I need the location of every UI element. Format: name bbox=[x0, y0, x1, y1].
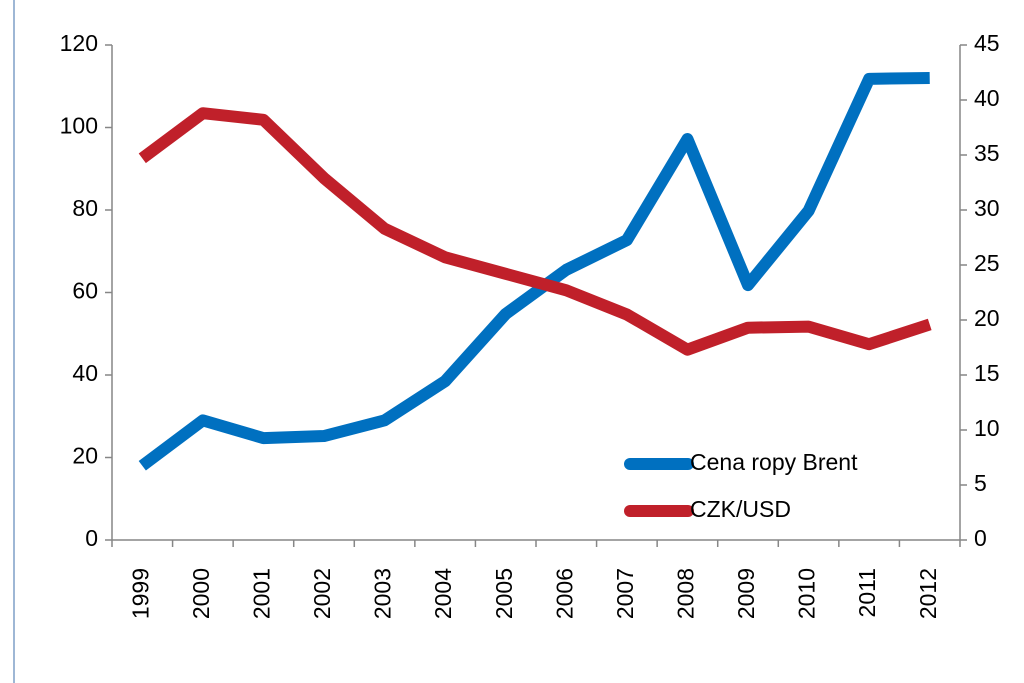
x-tick-label: 2002 bbox=[309, 568, 335, 619]
y2-tick-label: 15 bbox=[974, 360, 1000, 386]
y-tick-label: 100 bbox=[60, 113, 98, 139]
x-tick-label: 2005 bbox=[491, 568, 517, 619]
y-tick-label: 0 bbox=[85, 525, 98, 551]
y2-tick-label: 20 bbox=[974, 305, 1000, 331]
y2-tick-label: 30 bbox=[974, 195, 1000, 221]
x-tick-label: 1999 bbox=[127, 568, 153, 619]
x-tick-label: 2012 bbox=[915, 568, 941, 619]
x-tick-label: 2008 bbox=[673, 568, 699, 619]
y2-tick-label: 45 bbox=[974, 30, 1000, 56]
x-tick-label: 2000 bbox=[188, 568, 214, 619]
y2-tick-label: 5 bbox=[974, 470, 987, 496]
y2-tick-label: 35 bbox=[974, 140, 1000, 166]
x-tick-label: 2009 bbox=[733, 568, 759, 619]
series-line bbox=[138, 72, 930, 471]
y2-tick-label: 40 bbox=[974, 85, 1000, 111]
y2-tick-label: 10 bbox=[974, 415, 1000, 441]
x-tick-label: 2011 bbox=[854, 568, 880, 617]
chart-frame bbox=[13, 0, 15, 683]
y2-tick-label: 25 bbox=[974, 250, 1000, 276]
y2-tick-label: 0 bbox=[974, 525, 987, 551]
y-tick-label: 120 bbox=[60, 30, 98, 56]
y-tick-label: 40 bbox=[72, 360, 98, 386]
x-tick-label: 2003 bbox=[370, 568, 396, 619]
y-tick-label: 60 bbox=[72, 278, 98, 304]
y-tick-label: 20 bbox=[72, 443, 98, 469]
x-tick-label: 2007 bbox=[612, 568, 638, 619]
legend-label: CZK/USD bbox=[690, 496, 791, 522]
legend-label: Cena ropy Brent bbox=[690, 449, 858, 475]
x-tick-label: 2001 bbox=[249, 568, 275, 619]
x-tick-label: 2004 bbox=[430, 568, 456, 619]
x-tick-label: 2006 bbox=[551, 568, 577, 619]
y-tick-label: 80 bbox=[72, 195, 98, 221]
series-line bbox=[138, 107, 932, 356]
x-tick-label: 2010 bbox=[794, 568, 820, 619]
